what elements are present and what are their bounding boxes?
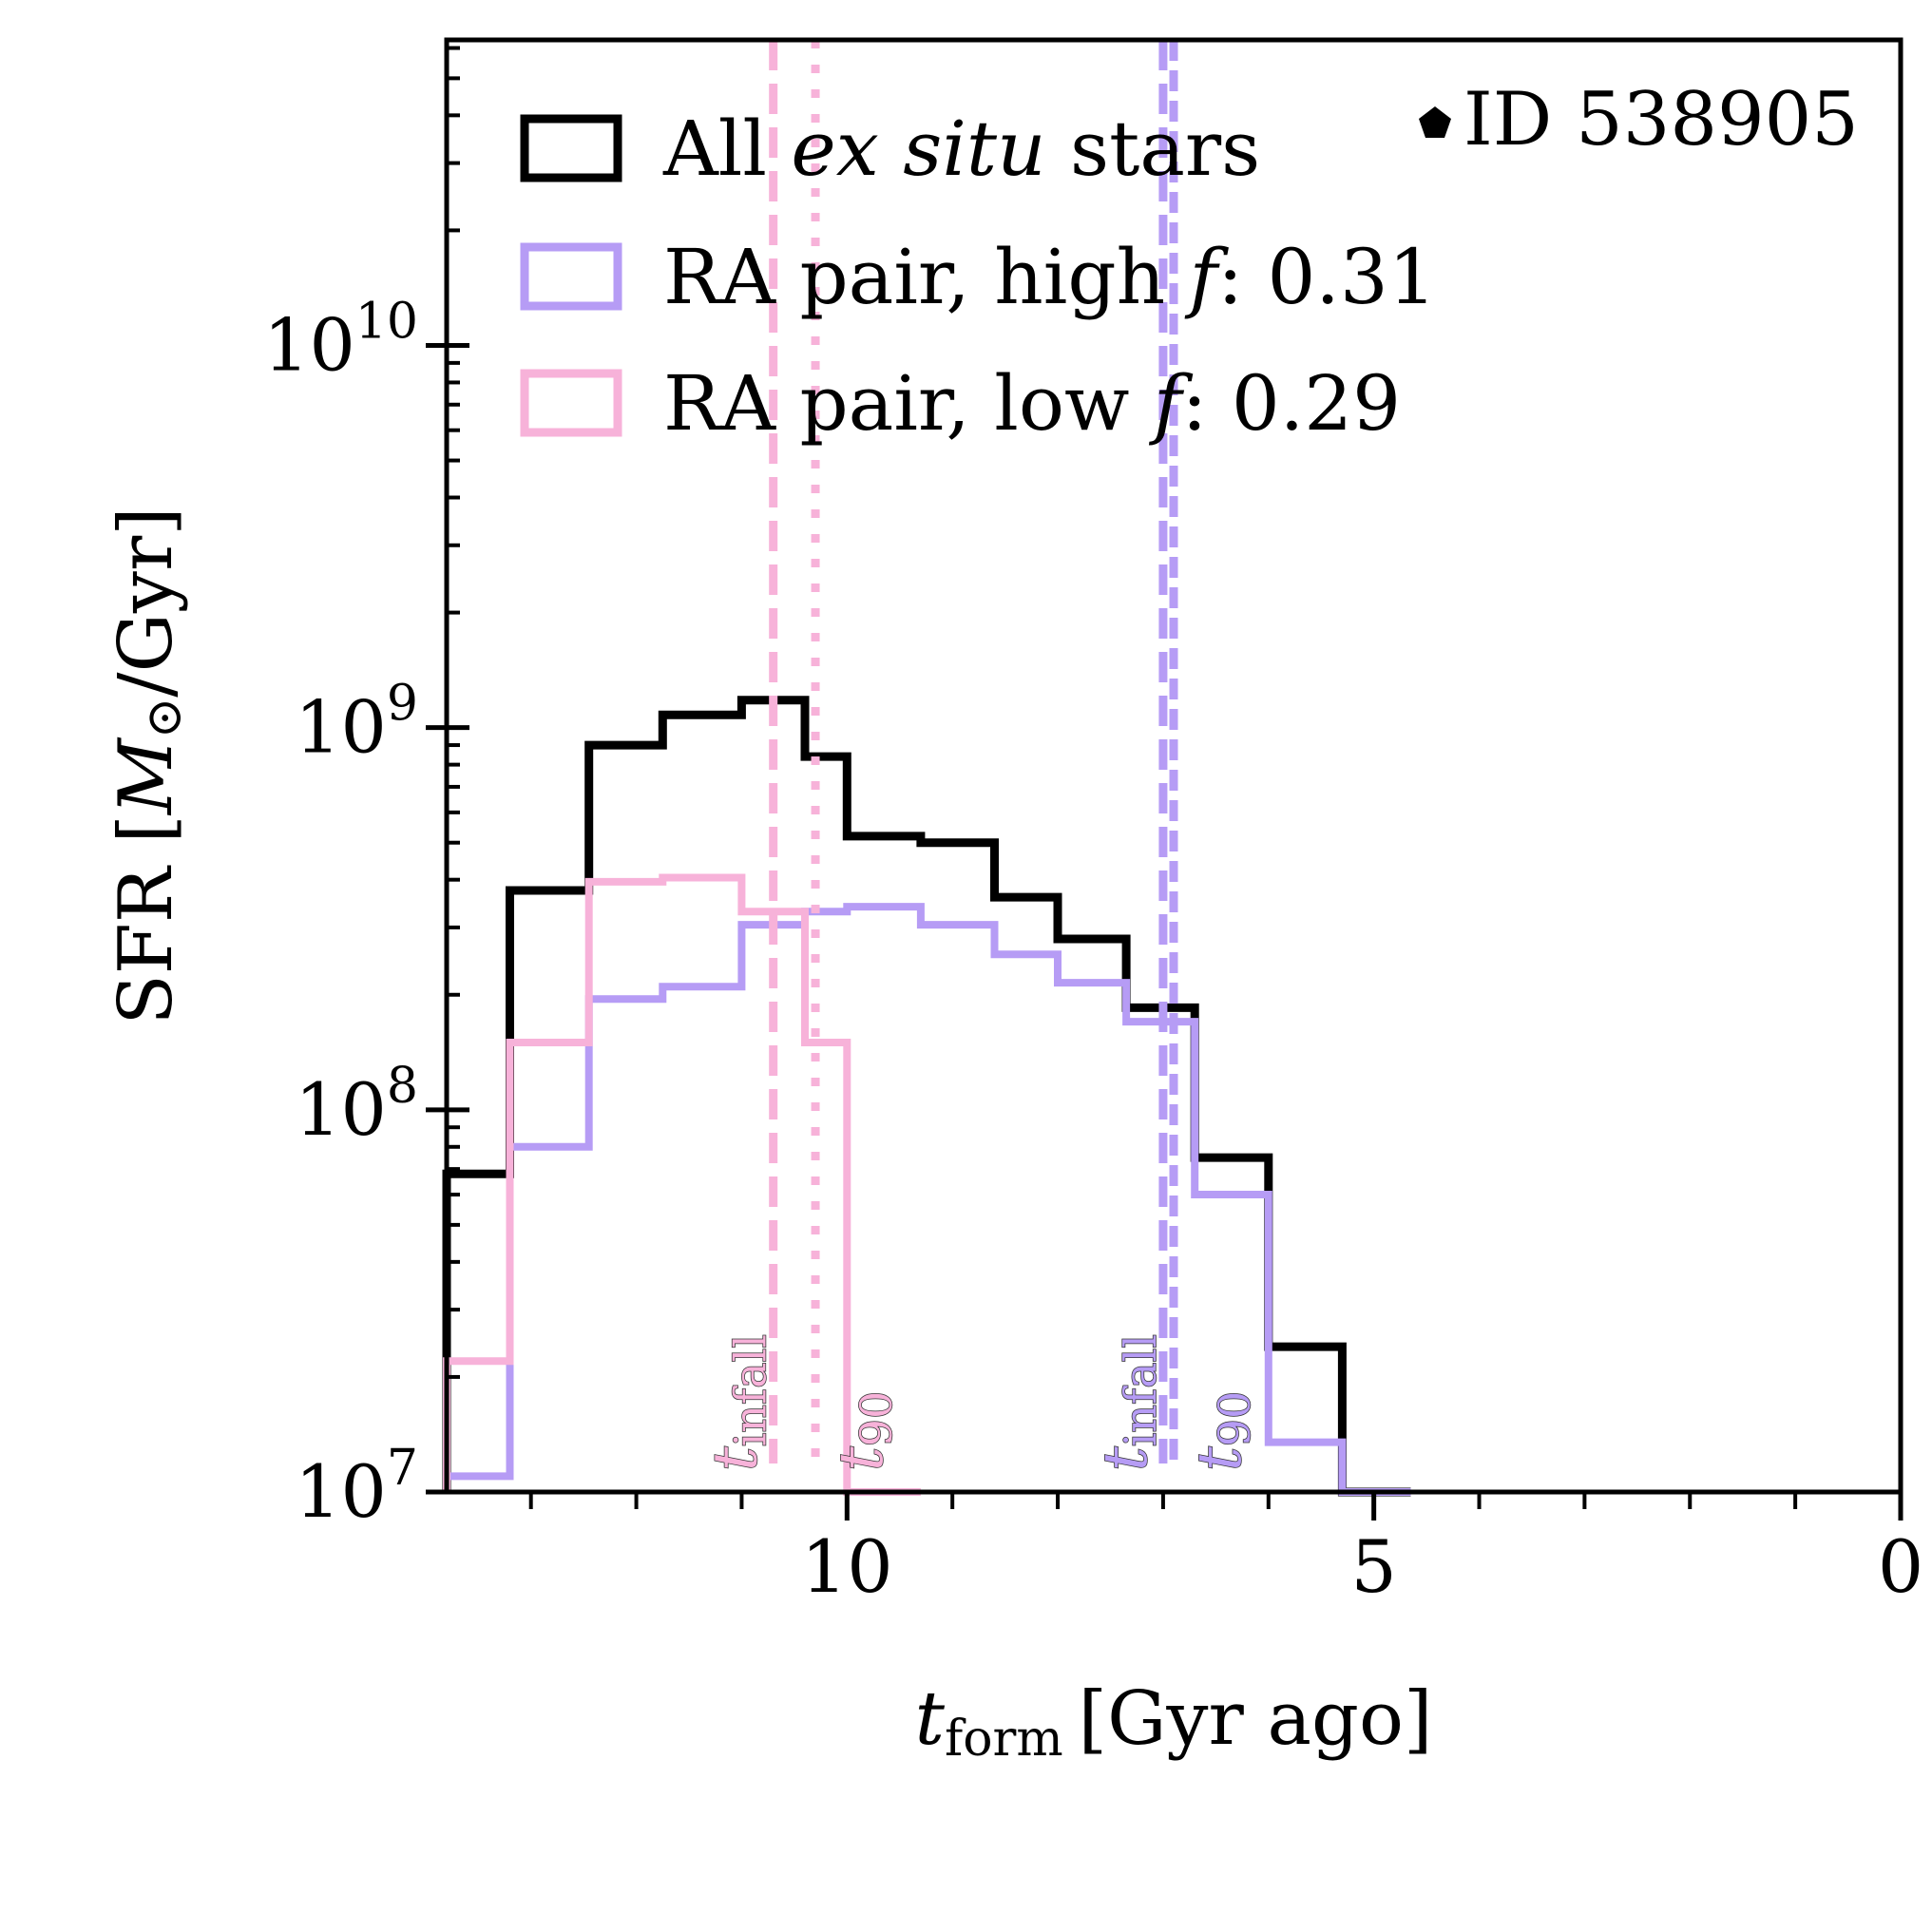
x-axis-symbol: t xyxy=(915,1676,946,1762)
y-tick-label: 108 xyxy=(295,1058,418,1152)
series-ra-pair-high-f xyxy=(443,903,1411,1496)
y-tick-label: 1010 xyxy=(263,293,418,387)
legend-label: RA pair, low f: 0.29 xyxy=(663,359,1401,448)
x-tick-label: 10 xyxy=(801,1524,893,1609)
pink-t90-label: t90 xyxy=(827,1391,902,1471)
y-tick-label: 109 xyxy=(295,676,418,770)
legend-swatch xyxy=(520,114,622,182)
x-tick-label: 0 xyxy=(1878,1524,1923,1609)
y-tick-label: 107 xyxy=(295,1440,418,1534)
pentagon-icon xyxy=(1419,106,1451,138)
x-axis-subscript: form xyxy=(945,1711,1063,1768)
y-axis-sun-symbol: ⊙ xyxy=(136,698,193,739)
y-axis-prefix: SFR [ xyxy=(104,814,189,1025)
legend-label: All ex situ stars xyxy=(662,105,1260,193)
id-label: ID 538905 xyxy=(1463,77,1859,163)
series-layer xyxy=(442,696,1411,1497)
x-axis-label: tform [Gyr ago] xyxy=(915,1676,1433,1768)
y-axis-suffix: /Gyr] xyxy=(104,507,189,697)
series-ra-pair-low-f xyxy=(443,873,921,1496)
pink-infall-label: tinfall xyxy=(701,1334,776,1471)
purple-infall-label: tinfall xyxy=(1091,1334,1166,1471)
x-tick-label: 5 xyxy=(1350,1524,1396,1609)
y-axis-label: SFR [M⊙/Gyr] xyxy=(104,507,193,1024)
purple-t90-label: t90 xyxy=(1185,1391,1260,1471)
series-all-ex-situ xyxy=(442,696,1411,1497)
id-annotation: ID 538905 xyxy=(1419,77,1859,163)
legend-label: RA pair, high f: 0.31 xyxy=(663,233,1437,321)
legend: All ex situ stars RA pair, high f: 0.31 RA… xyxy=(520,105,1437,448)
x-axis-unit: [Gyr ago] xyxy=(1079,1676,1433,1762)
y-axis-symbol: M xyxy=(104,736,189,816)
vertical-markers-layer: tinfall t90 tinfall t90 xyxy=(700,40,1261,1472)
legend-swatch xyxy=(520,369,622,437)
legend-swatch xyxy=(520,242,622,311)
